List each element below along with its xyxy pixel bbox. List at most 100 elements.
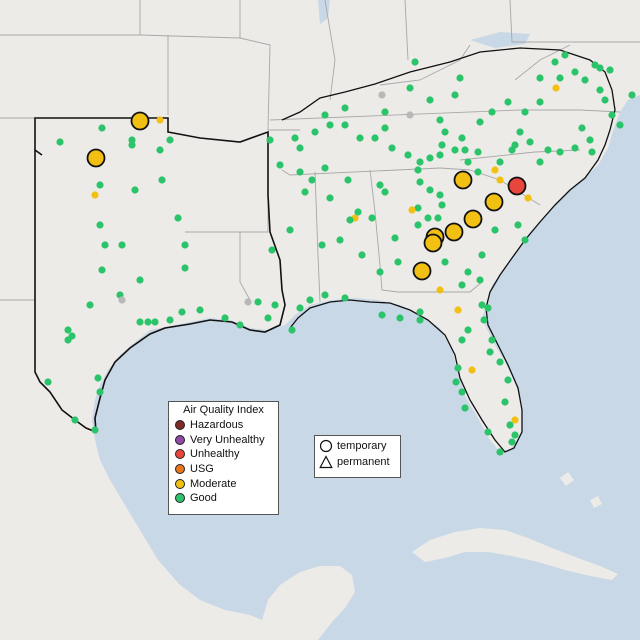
monitor-marker[interactable]	[501, 398, 509, 406]
monitor-marker[interactable]	[488, 108, 496, 116]
monitor-marker[interactable]	[408, 206, 416, 214]
monitor-marker[interactable]	[391, 234, 399, 242]
monitor-marker[interactable]	[291, 134, 299, 142]
monitor-marker[interactable]	[586, 136, 594, 144]
monitor-marker[interactable]	[64, 336, 72, 344]
monitor-marker[interactable]	[536, 74, 544, 82]
monitor-marker[interactable]	[536, 158, 544, 166]
monitor-marker[interactable]	[244, 298, 252, 306]
monitor-marker[interactable]	[321, 111, 329, 119]
monitor-marker[interactable]	[411, 58, 419, 66]
monitor-marker[interactable]	[321, 164, 329, 172]
monitor-marker[interactable]	[254, 298, 262, 306]
monitor-marker[interactable]	[416, 316, 424, 324]
monitor-marker[interactable]	[196, 306, 204, 314]
monitor-marker[interactable]	[504, 376, 512, 384]
monitor-marker-large[interactable]	[423, 233, 443, 253]
monitor-marker[interactable]	[516, 128, 524, 136]
monitor-marker[interactable]	[458, 281, 466, 289]
monitor-marker[interactable]	[166, 316, 174, 324]
monitor-marker[interactable]	[358, 251, 366, 259]
monitor-marker[interactable]	[601, 96, 609, 104]
monitor-marker[interactable]	[511, 416, 519, 424]
monitor-marker[interactable]	[94, 374, 102, 382]
monitor-marker[interactable]	[464, 326, 472, 334]
monitor-marker[interactable]	[44, 378, 52, 386]
monitor-marker[interactable]	[491, 226, 499, 234]
monitor-marker[interactable]	[441, 258, 449, 266]
monitor-marker[interactable]	[571, 144, 579, 152]
monitor-marker[interactable]	[96, 388, 104, 396]
monitor-marker[interactable]	[136, 276, 144, 284]
monitor-marker[interactable]	[488, 336, 496, 344]
monitor-marker[interactable]	[56, 138, 64, 146]
monitor-marker[interactable]	[101, 241, 109, 249]
monitor-marker[interactable]	[414, 204, 422, 212]
monitor-marker[interactable]	[91, 191, 99, 199]
monitor-marker[interactable]	[551, 58, 559, 66]
monitor-marker[interactable]	[508, 438, 516, 446]
monitor-marker[interactable]	[426, 186, 434, 194]
monitor-marker[interactable]	[426, 154, 434, 162]
monitor-marker[interactable]	[354, 208, 362, 216]
monitor-marker[interactable]	[288, 326, 296, 334]
monitor-marker[interactable]	[506, 421, 514, 429]
monitor-marker[interactable]	[344, 176, 352, 184]
monitor-marker[interactable]	[156, 146, 164, 154]
monitor-marker[interactable]	[131, 186, 139, 194]
monitor-marker[interactable]	[438, 141, 446, 149]
monitor-marker[interactable]	[296, 168, 304, 176]
monitor-marker[interactable]	[496, 158, 504, 166]
monitor-marker[interactable]	[98, 266, 106, 274]
monitor-marker[interactable]	[588, 148, 596, 156]
monitor-marker[interactable]	[451, 146, 459, 154]
monitor-marker[interactable]	[318, 241, 326, 249]
monitor-marker[interactable]	[311, 128, 319, 136]
monitor-marker[interactable]	[326, 194, 334, 202]
monitor-marker[interactable]	[336, 236, 344, 244]
monitor-marker[interactable]	[552, 84, 560, 92]
monitor-marker[interactable]	[376, 181, 384, 189]
monitor-marker[interactable]	[416, 178, 424, 186]
monitor-marker[interactable]	[264, 314, 272, 322]
monitor-marker[interactable]	[286, 226, 294, 234]
monitor-marker[interactable]	[268, 246, 276, 254]
monitor-marker[interactable]	[321, 291, 329, 299]
monitor-marker[interactable]	[404, 151, 412, 159]
monitor-marker[interactable]	[64, 326, 72, 334]
monitor-marker[interactable]	[341, 121, 349, 129]
monitor-marker[interactable]	[474, 148, 482, 156]
monitor-marker[interactable]	[388, 144, 396, 152]
monitor-marker[interactable]	[181, 241, 189, 249]
monitor-marker[interactable]	[474, 168, 482, 176]
monitor-marker[interactable]	[414, 221, 422, 229]
monitor-marker[interactable]	[266, 136, 274, 144]
monitor-marker[interactable]	[556, 148, 564, 156]
monitor-marker[interactable]	[436, 151, 444, 159]
monitor-marker[interactable]	[571, 68, 579, 76]
monitor-marker[interactable]	[276, 161, 284, 169]
monitor-marker[interactable]	[521, 236, 529, 244]
monitor-marker[interactable]	[434, 214, 442, 222]
monitor-marker[interactable]	[478, 301, 486, 309]
monitor-marker[interactable]	[561, 51, 569, 59]
monitor-marker[interactable]	[326, 121, 334, 129]
monitor-marker[interactable]	[341, 294, 349, 302]
monitor-marker[interactable]	[436, 286, 444, 294]
monitor-marker-large[interactable]	[484, 192, 504, 212]
monitor-marker[interactable]	[406, 84, 414, 92]
monitor-marker[interactable]	[306, 296, 314, 304]
monitor-marker[interactable]	[496, 176, 504, 184]
monitor-marker[interactable]	[178, 308, 186, 316]
monitor-marker-large[interactable]	[453, 170, 473, 190]
monitor-marker[interactable]	[581, 76, 589, 84]
monitor-marker[interactable]	[356, 134, 364, 142]
monitor-marker[interactable]	[478, 251, 486, 259]
monitor-marker[interactable]	[376, 268, 384, 276]
monitor-marker[interactable]	[458, 134, 466, 142]
monitor-marker[interactable]	[341, 104, 349, 112]
monitor-marker[interactable]	[491, 166, 499, 174]
monitor-marker[interactable]	[544, 146, 552, 154]
monitor-marker[interactable]	[464, 158, 472, 166]
monitor-marker[interactable]	[236, 321, 244, 329]
